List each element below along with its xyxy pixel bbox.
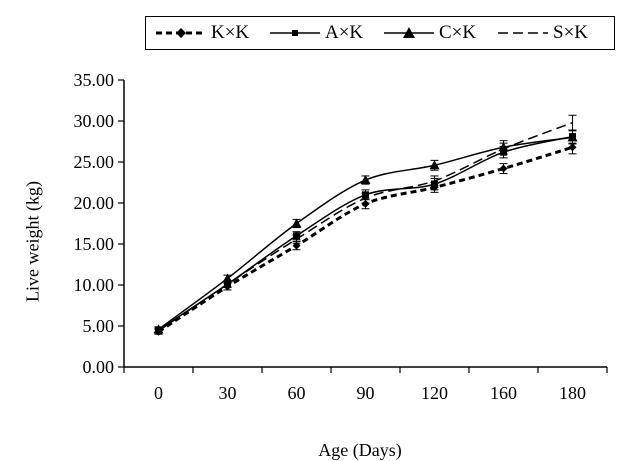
legend-swatch-cxk xyxy=(384,27,434,38)
x-axis-label: Age (Days) xyxy=(318,440,402,460)
legend-item-cxk: C×K xyxy=(382,17,476,49)
data-point-2 xyxy=(291,218,302,228)
legend-label-sxk: S×K xyxy=(553,22,589,43)
x-tick-label: 160 xyxy=(490,383,517,403)
x-tick-label: 60 xyxy=(288,383,306,403)
data-point-0 xyxy=(499,164,508,173)
series-line-3 xyxy=(158,121,573,332)
y-tick-label: 30.00 xyxy=(74,111,115,131)
x-tick-label: 120 xyxy=(421,383,448,403)
legend-label-kxk: K×K xyxy=(211,22,250,43)
legend-label-axk: A×K xyxy=(325,22,364,43)
x-tick-label: 90 xyxy=(357,383,375,403)
y-tick-label: 35.00 xyxy=(74,70,115,90)
x-tick-label: 30 xyxy=(219,383,237,403)
data-point-2 xyxy=(360,175,371,185)
y-axis-label: Live weight (kg) xyxy=(22,181,43,302)
data-point-0 xyxy=(361,199,370,208)
legend-item-axk: A×K xyxy=(268,17,363,49)
data-point-2 xyxy=(567,132,578,142)
legend-swatch-kxk xyxy=(156,28,206,38)
legend-item-kxk: K×K xyxy=(154,17,249,49)
legend-label-cxk: C×K xyxy=(439,22,477,43)
data-point-2 xyxy=(429,160,440,170)
data-point-0 xyxy=(568,143,577,152)
data-point-2 xyxy=(222,273,233,283)
x-tick-label: 0 xyxy=(154,383,163,403)
y-tick-label: 0.00 xyxy=(83,357,115,377)
legend-swatch-axk xyxy=(270,30,320,36)
y-tick-label: 10.00 xyxy=(74,275,115,295)
y-tick-label: 5.00 xyxy=(83,316,115,336)
series-line-0 xyxy=(157,145,573,333)
legend-swatch-sxk xyxy=(498,32,548,34)
x-tick-label: 180 xyxy=(559,383,586,403)
legend-item-sxk: S×K xyxy=(496,17,588,49)
y-tick-label: 25.00 xyxy=(74,152,115,172)
chart-legend: K×K A×K C×K S×K xyxy=(145,16,615,50)
y-tick-label: 15.00 xyxy=(74,234,115,254)
y-tick-label: 20.00 xyxy=(74,193,115,213)
